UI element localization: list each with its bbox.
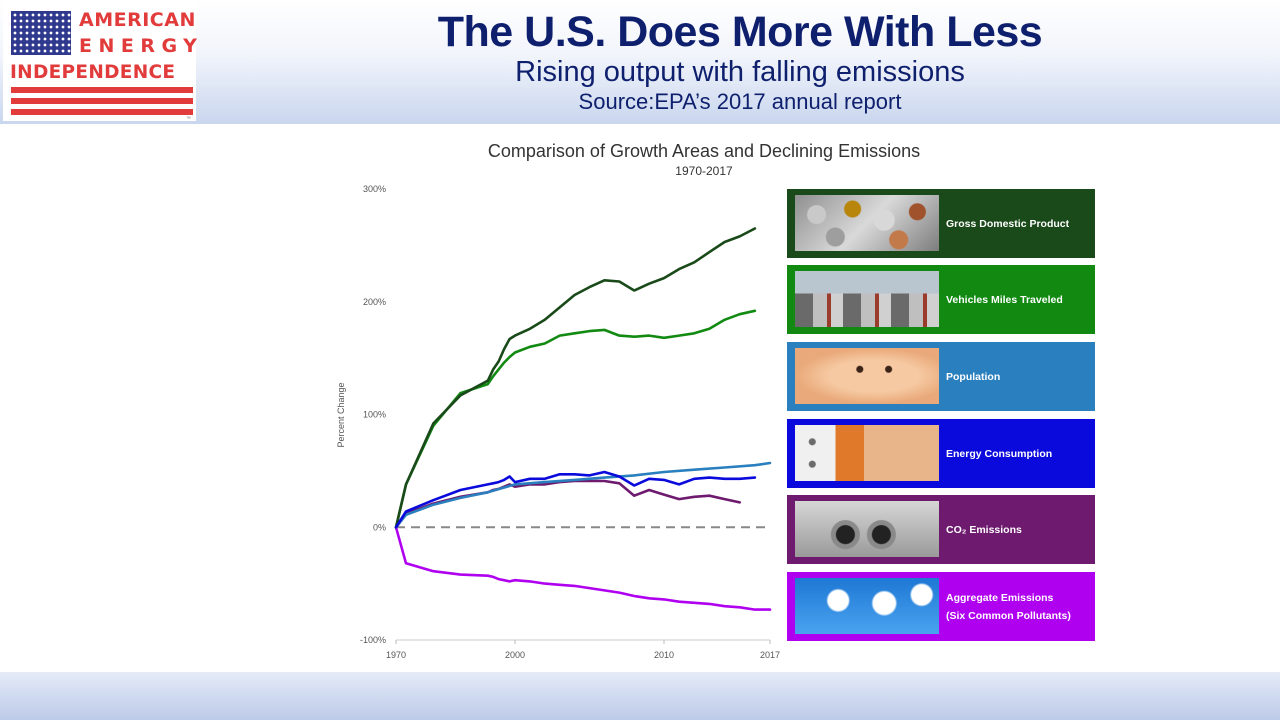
y-axis: 300% 200% 100% 0% -100% Percent Change [336,184,386,645]
page-subtitle: Rising output with falling emissions [515,56,965,88]
legend-item-co2: CO₂ Emissions [787,495,1095,564]
series-layer [394,227,772,611]
x-tick-label: 2000 [505,650,525,660]
legend-label-gdp: Gross Domestic Product [946,217,1070,230]
x-tick-label: 2010 [654,650,674,660]
series-line-co2 [394,479,742,529]
x-tick-label: 1970 [386,650,406,660]
legend-label-aggregate-line1: Aggregate Emissions [946,591,1054,604]
page-source: Source:EPA’s 2017 annual report [578,89,902,114]
legend-label-co2: CO₂ Emissions [946,523,1022,536]
legend-label-energy: Energy Consumption [946,447,1053,460]
y-tick-label: -100% [360,635,386,645]
coins-photo [795,195,939,251]
footer-band [0,672,1280,720]
series-line-population [394,461,772,529]
logo-stripe [11,109,193,115]
header-band [0,0,1280,124]
legend-label-aggregate: Aggregate Emissions (Six Common Pollutan… [946,572,1092,641]
logo: AMERICAN ENERGY INDEPENDENCE ™ [3,3,197,122]
logo-stripe [11,87,193,93]
legend-item-population: Population [787,342,1095,411]
logo-line-2: ENERGY [79,35,204,57]
chart-title: Comparison of Growth Areas and Declining… [487,141,921,161]
series-line-energy [394,470,757,529]
series-line-gdp [394,227,757,529]
logo-line-1: AMERICAN [79,9,196,31]
y-tick-label: 100% [363,410,386,420]
chart-subtitle: 1970-2017 [675,164,733,178]
traffic-photo [795,271,939,327]
series-line-vmt [394,309,757,529]
page-title: The U.S. Does More With Less [437,8,1043,56]
legend-item-gdp: Gross Domestic Product [787,189,1095,258]
smokestacks-photo [795,578,939,634]
flag-stars-icon [11,11,71,55]
legend-label-population: Population [946,370,1001,383]
plug-photo [795,425,939,481]
y-axis-title: Percent Change [336,382,346,447]
x-tick-label: 2017 [760,650,780,660]
legend-label-vmt: Vehicles Miles Traveled [946,293,1063,306]
y-tick-label: 200% [363,297,386,307]
legend-item-aggregate: Aggregate Emissions (Six Common Pollutan… [787,572,1095,641]
y-tick-label: 300% [363,184,386,194]
x-axis: 1970 2000 2010 2017 [386,639,780,660]
legend-item-energy: Energy Consumption [787,419,1095,488]
legend-item-vmt: Vehicles Miles Traveled [787,265,1095,334]
logo-line-3: INDEPENDENCE [10,62,176,83]
baby-photo [795,348,939,404]
exhaust-photo [795,501,939,557]
logo-stripe [11,98,193,104]
logo-trademark: ™ [186,116,191,122]
series-line-aggregate [394,525,772,611]
y-tick-label: 0% [373,522,386,532]
legend-label-aggregate-line2: (Six Common Pollutants) [946,609,1071,622]
